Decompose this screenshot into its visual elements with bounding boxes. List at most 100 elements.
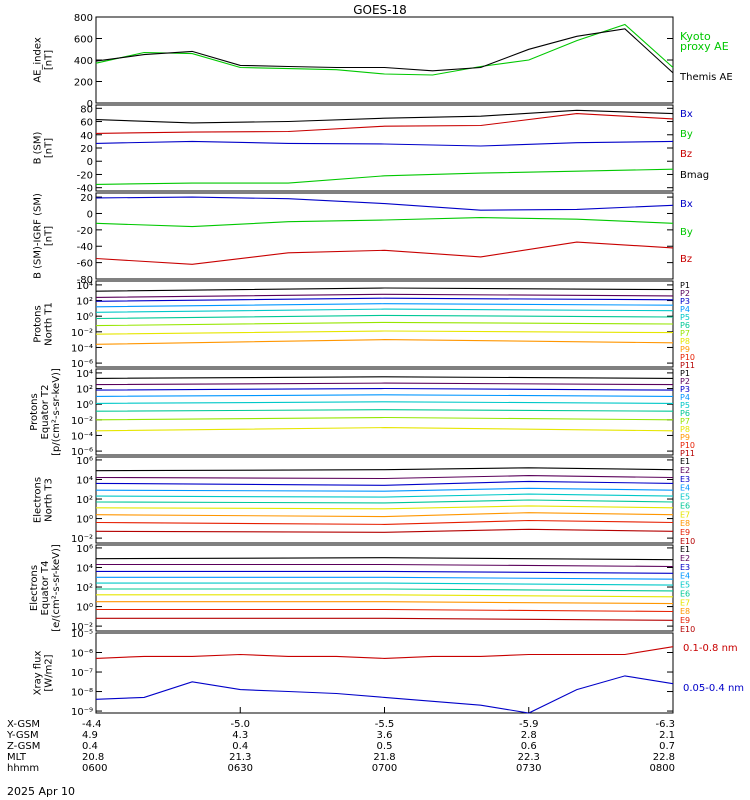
legend-entry: Bz [680, 149, 692, 160]
y-axis-label: [e/(cm²-s-sr-keV)] [51, 544, 62, 632]
series-line-e7 [95, 505, 674, 510]
series-line-by [95, 217, 674, 228]
panel-bsm: -40 -20 0 20 40 60 80 B (SM) [nT] Bx By Bz Bmag [33, 104, 710, 194]
y-tick-label: 10⁰ [76, 312, 93, 323]
legend-entry: P2 [680, 289, 690, 298]
legend-entry: E6 [680, 501, 690, 510]
series-line-p6 [95, 409, 674, 412]
series-line-e6 [96, 588, 674, 592]
y-tick-label: 80 [80, 104, 93, 115]
y-tick-label: 10⁰ [76, 400, 93, 411]
legend-entry: E10 [680, 537, 695, 546]
y-axis-label: [W/m2] [44, 654, 55, 691]
x-row-value: -5.5 [375, 719, 395, 730]
series-line-e10 [95, 528, 674, 533]
panel-frame [95, 544, 674, 632]
series-line-e5 [96, 582, 674, 586]
x-row-label: hhmm [7, 763, 39, 774]
legend-entry: P1 [680, 281, 690, 290]
y-tick-label: 10⁻² [71, 534, 93, 545]
legend-entry: E1 [680, 545, 690, 554]
x-row-label: Z-GSM [7, 741, 40, 752]
series-line-e2 [95, 475, 674, 480]
y-tick-label: 10⁻⁶ [71, 649, 93, 660]
y-tick-label: 10⁻⁴ [71, 431, 93, 442]
legend-entry: Bx [680, 109, 693, 120]
y-tick-label: 10⁻⁶ [71, 447, 93, 458]
y-axis-label: North T1 [44, 302, 55, 346]
x-axis: X-GSM -4.4 -5.0 -5.5 -5.9 -6.3 Y-GSM 4.9 4.3 3.6 2… [6, 707, 675, 774]
y-tick-label: 10² [76, 297, 93, 308]
panel-et4: 10⁻² 10⁰ 10² 10⁴ 10⁶ Electrons Equator T4 [e/(c… [29, 544, 695, 634]
series-group [95, 109, 674, 185]
series-line-e6 [95, 499, 674, 504]
legend-entry: E8 [680, 519, 690, 528]
x-row-value: 20.8 [82, 752, 104, 763]
y-tick-label: 10⁴ [76, 475, 93, 486]
legend: Bx By Bz Bmag [680, 109, 709, 181]
y-tick-label: -40 [77, 184, 93, 195]
y-axis-label: Electrons [29, 565, 40, 611]
y-axis-label: B (SM) [33, 131, 44, 164]
legend-entry: E1 [680, 457, 690, 466]
series-line-bz [95, 113, 674, 134]
panel-xray: 10⁻⁹ 10⁻⁸ 10⁻⁷ 10⁻⁶ 10⁻⁵ Xray flux [W/m2] 0.1-0… [33, 629, 745, 718]
series-line-0-1-0-8-nm [95, 646, 674, 659]
x-row-value: 21.8 [373, 752, 395, 763]
legend-entry: E5 [680, 581, 690, 590]
y-tick-label: -60 [77, 259, 93, 270]
y-tick-label: -80 [77, 275, 93, 286]
y-tick-label: 0 [87, 99, 93, 110]
y-tick-label: -20 [77, 226, 93, 237]
x-row-value: 0700 [372, 763, 397, 774]
series-line-kyoto-proxy-ae [95, 23, 674, 76]
x-row-value: 4.9 [82, 730, 98, 741]
legend-entry: P5 [680, 313, 690, 322]
y-tick-label: 10⁴ [76, 563, 93, 574]
series-line-p8 [95, 330, 674, 335]
series-line-p5 [95, 308, 674, 313]
series-line-p4 [95, 303, 674, 308]
series-line-0-05-0-4-nm [95, 675, 674, 714]
y-tick-label: -20 [77, 170, 93, 181]
series-line-bx [95, 196, 674, 211]
legend-entry: Bz [680, 254, 692, 265]
legend-entry: P6 [680, 409, 690, 418]
y-axis-label: AE_index [33, 37, 44, 83]
series-line-e9 [95, 519, 674, 525]
y-tick-label: 10⁻⁷ [71, 668, 93, 679]
legend-entry: proxy AE [680, 40, 729, 53]
y-axis-label: Electrons [33, 477, 44, 523]
series-line-p3 [95, 297, 674, 302]
series-line-e4 [96, 576, 674, 580]
y-tick-label: 10² [76, 385, 93, 396]
legend-entry: P10 [680, 353, 695, 362]
panel-frame [95, 456, 674, 544]
x-row-label: MLT [7, 752, 27, 763]
series-line-e3 [95, 480, 674, 486]
series-line-e2 [96, 563, 674, 568]
y-tick-label: 0 [87, 209, 93, 220]
series-line-p2 [95, 382, 674, 386]
x-row-value: 22.3 [518, 752, 540, 763]
series-line-p7 [95, 416, 674, 421]
legend-entry: Bmag [680, 170, 709, 181]
legend-entry: P7 [680, 417, 690, 426]
x-row-label: X-GSM [7, 719, 40, 730]
legend-entry: P8 [680, 337, 690, 346]
legend-entry: E6 [680, 589, 690, 598]
legend-entry: P2 [680, 377, 690, 386]
y-tick-label: 10⁶ [76, 544, 93, 555]
y-tick-label: 60 [80, 118, 93, 129]
series-line-e1 [95, 557, 674, 561]
legend-entry: P10 [680, 441, 695, 450]
y-tick-label: 10⁻² [71, 622, 93, 633]
x-row-value: 0.6 [521, 741, 537, 752]
legend-entry: Bx [680, 199, 693, 210]
series-group [95, 646, 674, 714]
x-row-value: -4.4 [82, 719, 102, 730]
